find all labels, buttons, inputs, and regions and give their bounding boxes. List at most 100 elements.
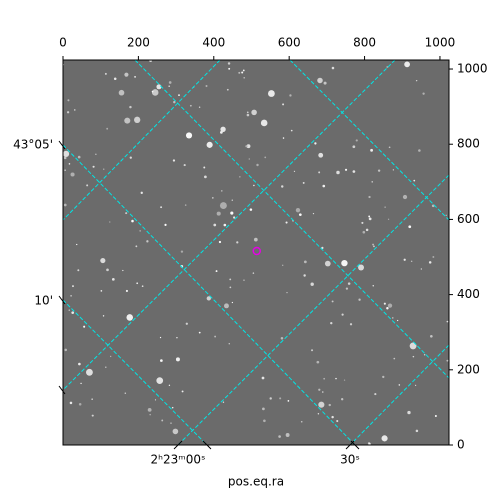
star bbox=[63, 150, 70, 157]
star bbox=[370, 148, 373, 152]
ra-tick bbox=[202, 440, 212, 450]
star bbox=[403, 258, 406, 261]
star bbox=[129, 105, 132, 109]
star bbox=[260, 119, 268, 127]
star bbox=[106, 127, 109, 130]
star bbox=[125, 289, 128, 293]
star bbox=[83, 325, 86, 328]
dec-grid-line bbox=[63, 144, 356, 445]
star bbox=[211, 197, 214, 199]
star bbox=[141, 285, 144, 288]
star bbox=[422, 92, 425, 95]
star bbox=[362, 230, 366, 234]
star bbox=[352, 170, 356, 173]
star bbox=[102, 315, 105, 317]
star bbox=[318, 152, 324, 158]
star bbox=[140, 191, 143, 195]
star bbox=[76, 243, 78, 246]
star bbox=[70, 172, 75, 177]
star bbox=[245, 145, 248, 148]
star bbox=[159, 336, 162, 339]
star bbox=[262, 407, 265, 411]
star bbox=[281, 185, 284, 188]
star bbox=[311, 349, 314, 352]
star bbox=[185, 132, 193, 139]
star bbox=[312, 213, 315, 215]
star bbox=[64, 348, 67, 352]
star bbox=[316, 360, 320, 364]
star-field bbox=[63, 60, 449, 445]
star bbox=[407, 410, 411, 415]
star bbox=[368, 195, 371, 199]
ra-grid-line bbox=[63, 60, 396, 391]
star bbox=[324, 260, 331, 267]
star bbox=[106, 268, 109, 272]
star bbox=[331, 415, 334, 419]
ra-grid-line bbox=[177, 174, 449, 445]
star bbox=[368, 442, 371, 445]
dec-tick-label: 10' bbox=[34, 294, 53, 308]
star bbox=[86, 368, 93, 376]
star bbox=[341, 313, 344, 316]
star bbox=[66, 111, 70, 114]
plot-frame bbox=[62, 59, 450, 446]
star bbox=[78, 402, 82, 406]
star bbox=[229, 286, 232, 289]
star bbox=[223, 223, 227, 227]
star bbox=[381, 435, 388, 442]
star bbox=[285, 221, 288, 224]
star bbox=[230, 211, 234, 215]
star bbox=[252, 272, 255, 274]
star bbox=[261, 376, 265, 380]
star bbox=[92, 165, 95, 168]
star bbox=[204, 175, 207, 179]
star bbox=[122, 269, 124, 272]
star bbox=[323, 377, 326, 380]
star bbox=[147, 407, 152, 412]
star bbox=[227, 62, 231, 65]
star bbox=[126, 314, 134, 321]
star bbox=[318, 388, 321, 391]
star bbox=[181, 390, 184, 393]
star bbox=[184, 204, 187, 206]
star bbox=[63, 203, 67, 207]
dec-tick bbox=[58, 385, 66, 395]
ra-tick bbox=[350, 440, 360, 450]
star bbox=[434, 415, 437, 418]
star bbox=[387, 303, 393, 308]
star bbox=[372, 243, 375, 246]
y-tick-label: 800 bbox=[457, 137, 480, 151]
star bbox=[64, 169, 66, 171]
star bbox=[68, 309, 70, 311]
star bbox=[355, 139, 358, 142]
star bbox=[231, 199, 233, 201]
star bbox=[178, 94, 180, 97]
star bbox=[171, 406, 174, 409]
star bbox=[156, 377, 164, 384]
x-tick-label: 800 bbox=[353, 36, 376, 50]
star bbox=[318, 401, 325, 408]
star bbox=[149, 413, 151, 416]
marker bbox=[252, 246, 262, 256]
x-axis-label: pos.eq.ra bbox=[228, 475, 284, 489]
star bbox=[388, 146, 391, 149]
star bbox=[118, 89, 125, 96]
star bbox=[86, 184, 89, 187]
star bbox=[164, 223, 167, 226]
star bbox=[392, 169, 395, 171]
star bbox=[226, 88, 229, 91]
star bbox=[146, 240, 149, 243]
star bbox=[125, 212, 128, 215]
coordinate-grid bbox=[63, 60, 449, 445]
star bbox=[263, 419, 266, 423]
star bbox=[397, 319, 399, 322]
star bbox=[280, 336, 284, 340]
star bbox=[176, 336, 178, 339]
star bbox=[105, 366, 107, 368]
star bbox=[268, 90, 275, 97]
star bbox=[135, 245, 138, 248]
star bbox=[222, 401, 225, 403]
star bbox=[185, 322, 188, 325]
star bbox=[256, 163, 259, 167]
star bbox=[68, 163, 71, 165]
